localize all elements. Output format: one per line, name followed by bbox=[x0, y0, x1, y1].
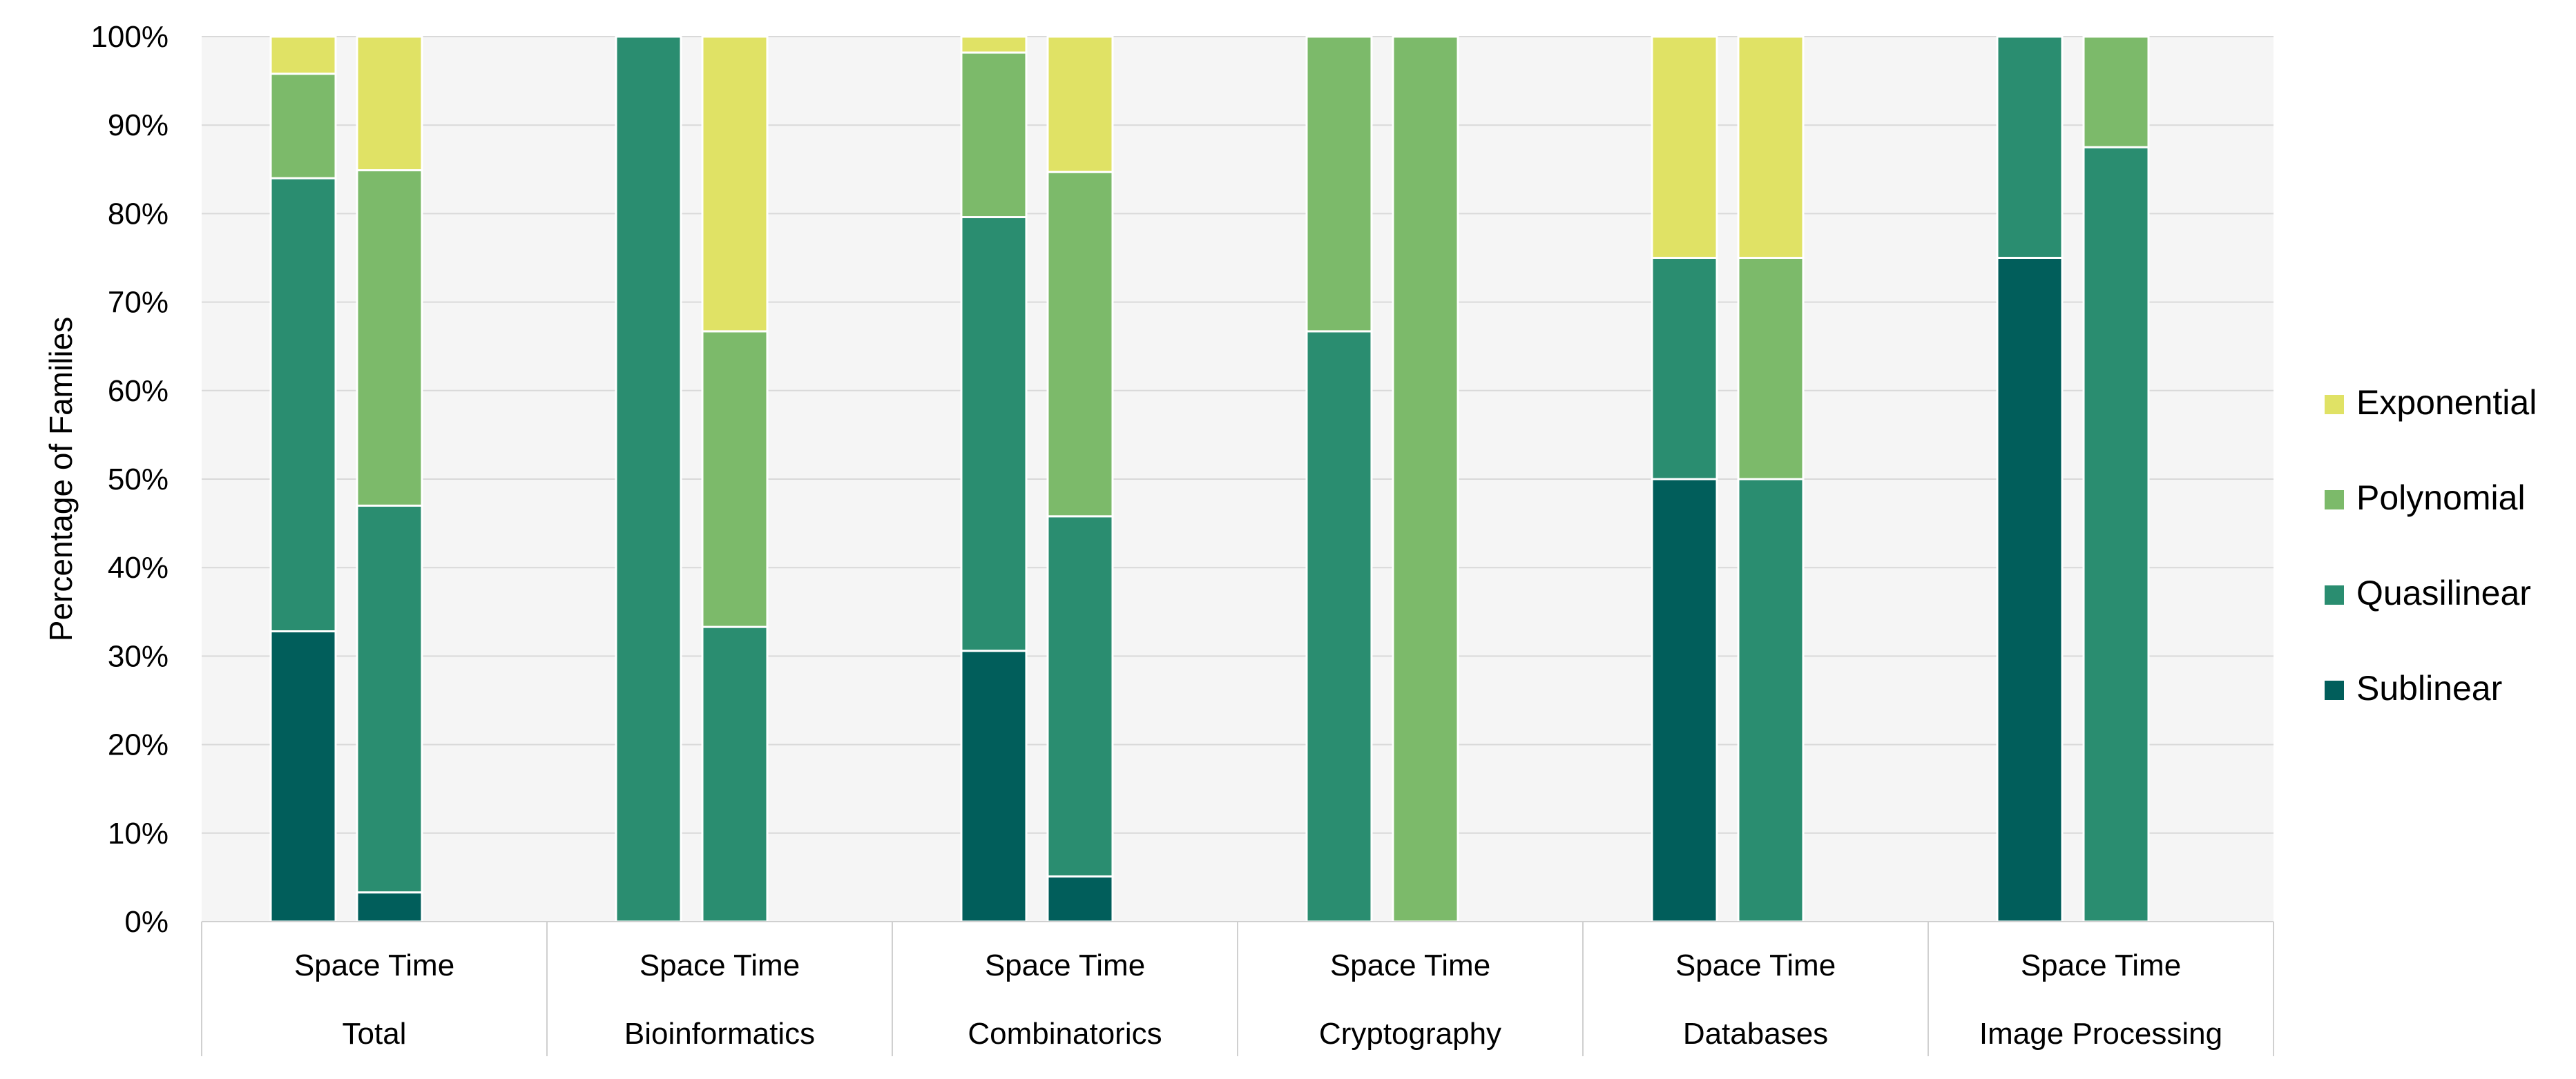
legend-label-polynomial: Polynomial bbox=[2356, 478, 2526, 517]
bar-segment-exponential bbox=[269, 35, 337, 75]
y-tick-label: 70% bbox=[108, 286, 169, 320]
category-label: Combinatorics bbox=[968, 1017, 1162, 1051]
subcategory-label: Space Time bbox=[294, 949, 454, 982]
legend-label-exponential: Exponential bbox=[2356, 383, 2537, 422]
subcategory-label: Space Time bbox=[2021, 949, 2181, 982]
axis-labels: 0% 10% 20% 30% 40% 50% 60% 70% 80% 90% 100% Space T… bbox=[90, 20, 2222, 1051]
legend-label-quasilinear: Quasilinear bbox=[2356, 574, 2531, 612]
subcategory-label: Space Time bbox=[1675, 949, 1836, 982]
legend-swatch-sublinear bbox=[2325, 681, 2344, 700]
bar-segment-polynomial bbox=[1737, 257, 1805, 480]
legend-label-sublinear: Sublinear bbox=[2356, 669, 2502, 708]
bar-segment-polynomial bbox=[701, 330, 769, 628]
bar-segment-polynomial bbox=[1046, 171, 1114, 518]
bar-segment-polynomial bbox=[2082, 35, 2150, 148]
bar-segment-exponential bbox=[1737, 35, 1805, 259]
subcategory-label: Space Time bbox=[985, 949, 1145, 982]
axes bbox=[201, 921, 2274, 1056]
category-label: Bioinformatics bbox=[624, 1017, 815, 1051]
category-label: Databases bbox=[1683, 1017, 1828, 1051]
bar-segment-exponential bbox=[1046, 35, 1114, 173]
bar-segment-sublinear bbox=[269, 630, 337, 923]
bar-segment-exponential bbox=[701, 35, 769, 333]
y-tick-label: 40% bbox=[108, 551, 169, 585]
bar-segment-quasilinear bbox=[1996, 35, 2064, 259]
bar-segment-sublinear bbox=[356, 891, 423, 923]
y-tick-label: 10% bbox=[108, 817, 169, 850]
bar-segment-polynomial bbox=[960, 51, 1028, 219]
y-tick-label: 90% bbox=[108, 108, 169, 142]
bar-segment-polynomial bbox=[1392, 35, 1459, 923]
y-tick-label: 100% bbox=[90, 20, 169, 54]
bar-segment-exponential bbox=[356, 35, 423, 172]
bar-segment-polynomial bbox=[269, 72, 337, 179]
bar-segment-sublinear bbox=[1996, 257, 2064, 923]
y-tick-label: 30% bbox=[108, 639, 169, 673]
bar-segment-quasilinear bbox=[2082, 146, 2150, 923]
bar-segment-sublinear bbox=[1651, 478, 1718, 923]
bar-segment-quasilinear bbox=[269, 177, 337, 633]
bar-segment-polynomial bbox=[1305, 35, 1373, 333]
legend: Exponential Polynomial Quasilinear Sublinea… bbox=[2325, 383, 2537, 708]
subcategory-label: Space Time bbox=[640, 949, 800, 982]
category-label: Cryptography bbox=[1319, 1017, 1501, 1051]
bar-segment-quasilinear bbox=[356, 504, 423, 894]
bar-segment-sublinear bbox=[960, 650, 1028, 923]
bar-segment-quasilinear bbox=[960, 216, 1028, 652]
bar-segment-quasilinear bbox=[1651, 257, 1718, 480]
bar-segment-exponential bbox=[960, 35, 1028, 54]
category-label: Total bbox=[343, 1017, 407, 1051]
bar-segment-quasilinear bbox=[1737, 478, 1805, 923]
y-tick-label: 20% bbox=[108, 728, 169, 762]
bar-segment-polynomial bbox=[356, 169, 423, 507]
y-axis-title: Percentage of Families bbox=[43, 317, 79, 641]
legend-swatch-polynomial bbox=[2325, 490, 2344, 509]
bar-segment-quasilinear bbox=[1046, 515, 1114, 878]
bar-segment-exponential bbox=[1651, 35, 1718, 259]
bar-segment-sublinear bbox=[1046, 875, 1114, 923]
category-label: Image Processing bbox=[1979, 1017, 2222, 1051]
y-tick-label: 60% bbox=[108, 374, 169, 408]
y-tick-label: 0% bbox=[124, 905, 169, 939]
bars bbox=[269, 35, 2150, 923]
y-tick-label: 80% bbox=[108, 197, 169, 231]
bar-segment-quasilinear bbox=[615, 35, 682, 923]
gridlines bbox=[202, 36, 2274, 922]
legend-swatch-exponential bbox=[2325, 395, 2344, 414]
legend-swatch-quasilinear bbox=[2325, 585, 2344, 605]
subcategory-label: Space Time bbox=[1330, 949, 1490, 982]
bar-segment-quasilinear bbox=[701, 625, 769, 923]
bar-segment-quasilinear bbox=[1305, 330, 1373, 923]
y-tick-label: 50% bbox=[108, 463, 169, 496]
